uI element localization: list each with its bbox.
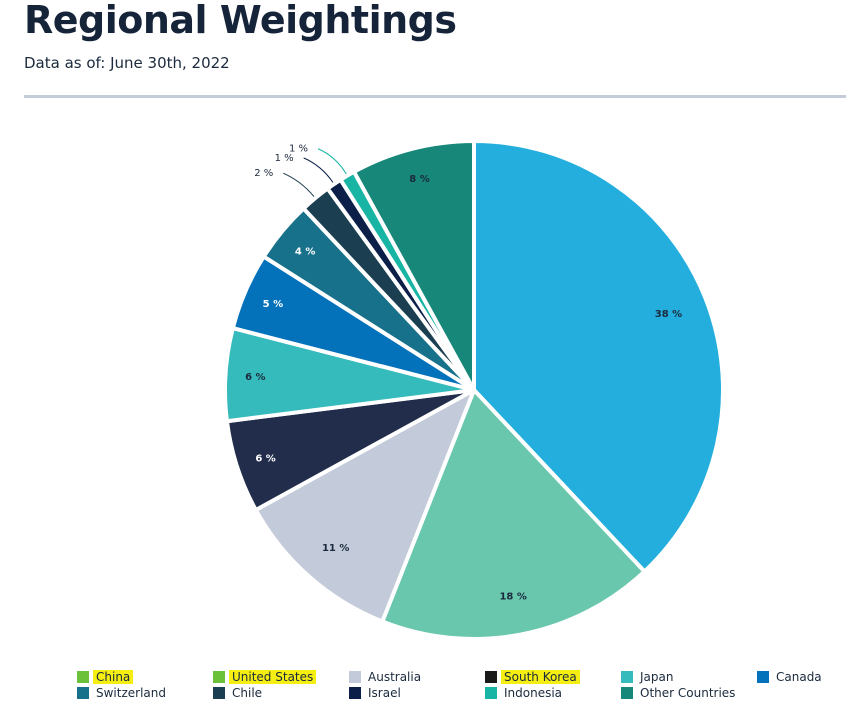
legend-item-switzerland[interactable]: Switzerland — [77, 685, 213, 700]
leader-line-9 — [303, 157, 334, 183]
legend-swatch — [621, 670, 633, 683]
slice-label-6: 5 % — [263, 299, 283, 310]
legend-swatch — [213, 670, 225, 683]
legend-item-canada[interactable]: Canada — [757, 669, 846, 684]
legend-item-south-korea[interactable]: South Korea — [485, 669, 621, 684]
data-date: Data as of: June 30th, 2022 — [24, 54, 230, 72]
legend-item-chile[interactable]: Chile — [213, 685, 349, 700]
legend-item-australia[interactable]: Australia — [349, 669, 485, 684]
slice-label-5: 6 % — [245, 372, 265, 383]
legend-label: Other Countries — [640, 685, 736, 700]
legend-swatch — [213, 686, 225, 699]
legend-swatch — [485, 686, 497, 699]
header-divider — [24, 95, 846, 98]
legend-label: Israel — [368, 685, 401, 700]
legend-swatch — [485, 670, 497, 683]
legend-label: Japan — [640, 669, 674, 684]
legend-item-japan[interactable]: Japan — [621, 669, 757, 684]
legend-item-other-countries[interactable]: Other Countries — [621, 685, 757, 700]
legend-swatch — [77, 686, 89, 699]
slice-label-3: 11 % — [322, 543, 349, 554]
pie-slice-2[interactable] — [380, 388, 647, 641]
legend-label: Canada — [776, 669, 822, 684]
legend-item-indonesia[interactable]: Indonesia — [485, 685, 621, 700]
pie-slice-11[interactable] — [352, 139, 476, 392]
slice-label-9: 1 % — [275, 153, 294, 164]
legend-swatch — [349, 686, 361, 699]
slice-label-7: 4 % — [295, 246, 315, 257]
slice-label-11: 8 % — [409, 174, 429, 185]
legend-swatch — [621, 686, 633, 699]
pie-slice-3[interactable] — [253, 388, 476, 624]
slice-label-10: 1 % — [289, 144, 308, 155]
slice-label-2: 18 % — [499, 591, 526, 602]
legend-label: South Korea — [501, 669, 580, 684]
legend-label: Indonesia — [504, 685, 563, 700]
legend-label: Switzerland — [96, 685, 166, 700]
chart-legend: China United States Australia South Korea Ja… — [77, 669, 846, 700]
leader-line-10 — [317, 148, 347, 175]
legend-swatch — [757, 670, 769, 683]
slice-label-4: 6 % — [255, 454, 275, 465]
slice-label-8: 2 % — [254, 168, 273, 179]
page-title: Regional Weightings — [24, 0, 457, 42]
legend-item-israel[interactable]: Israel — [349, 685, 485, 700]
pie-slice-1[interactable] — [472, 139, 725, 574]
slice-label-1: 38 % — [655, 309, 682, 320]
leader-line-8 — [283, 172, 315, 197]
legend-label: Australia — [368, 669, 422, 684]
legend-item-china[interactable]: China — [77, 669, 213, 684]
legend-label: China — [93, 669, 134, 684]
legend-label: Chile — [232, 685, 263, 700]
legend-swatch — [349, 670, 361, 683]
legend-label: United States — [229, 669, 317, 684]
legend-item-united-states[interactable]: United States — [213, 669, 349, 684]
legend-swatch — [77, 670, 89, 683]
